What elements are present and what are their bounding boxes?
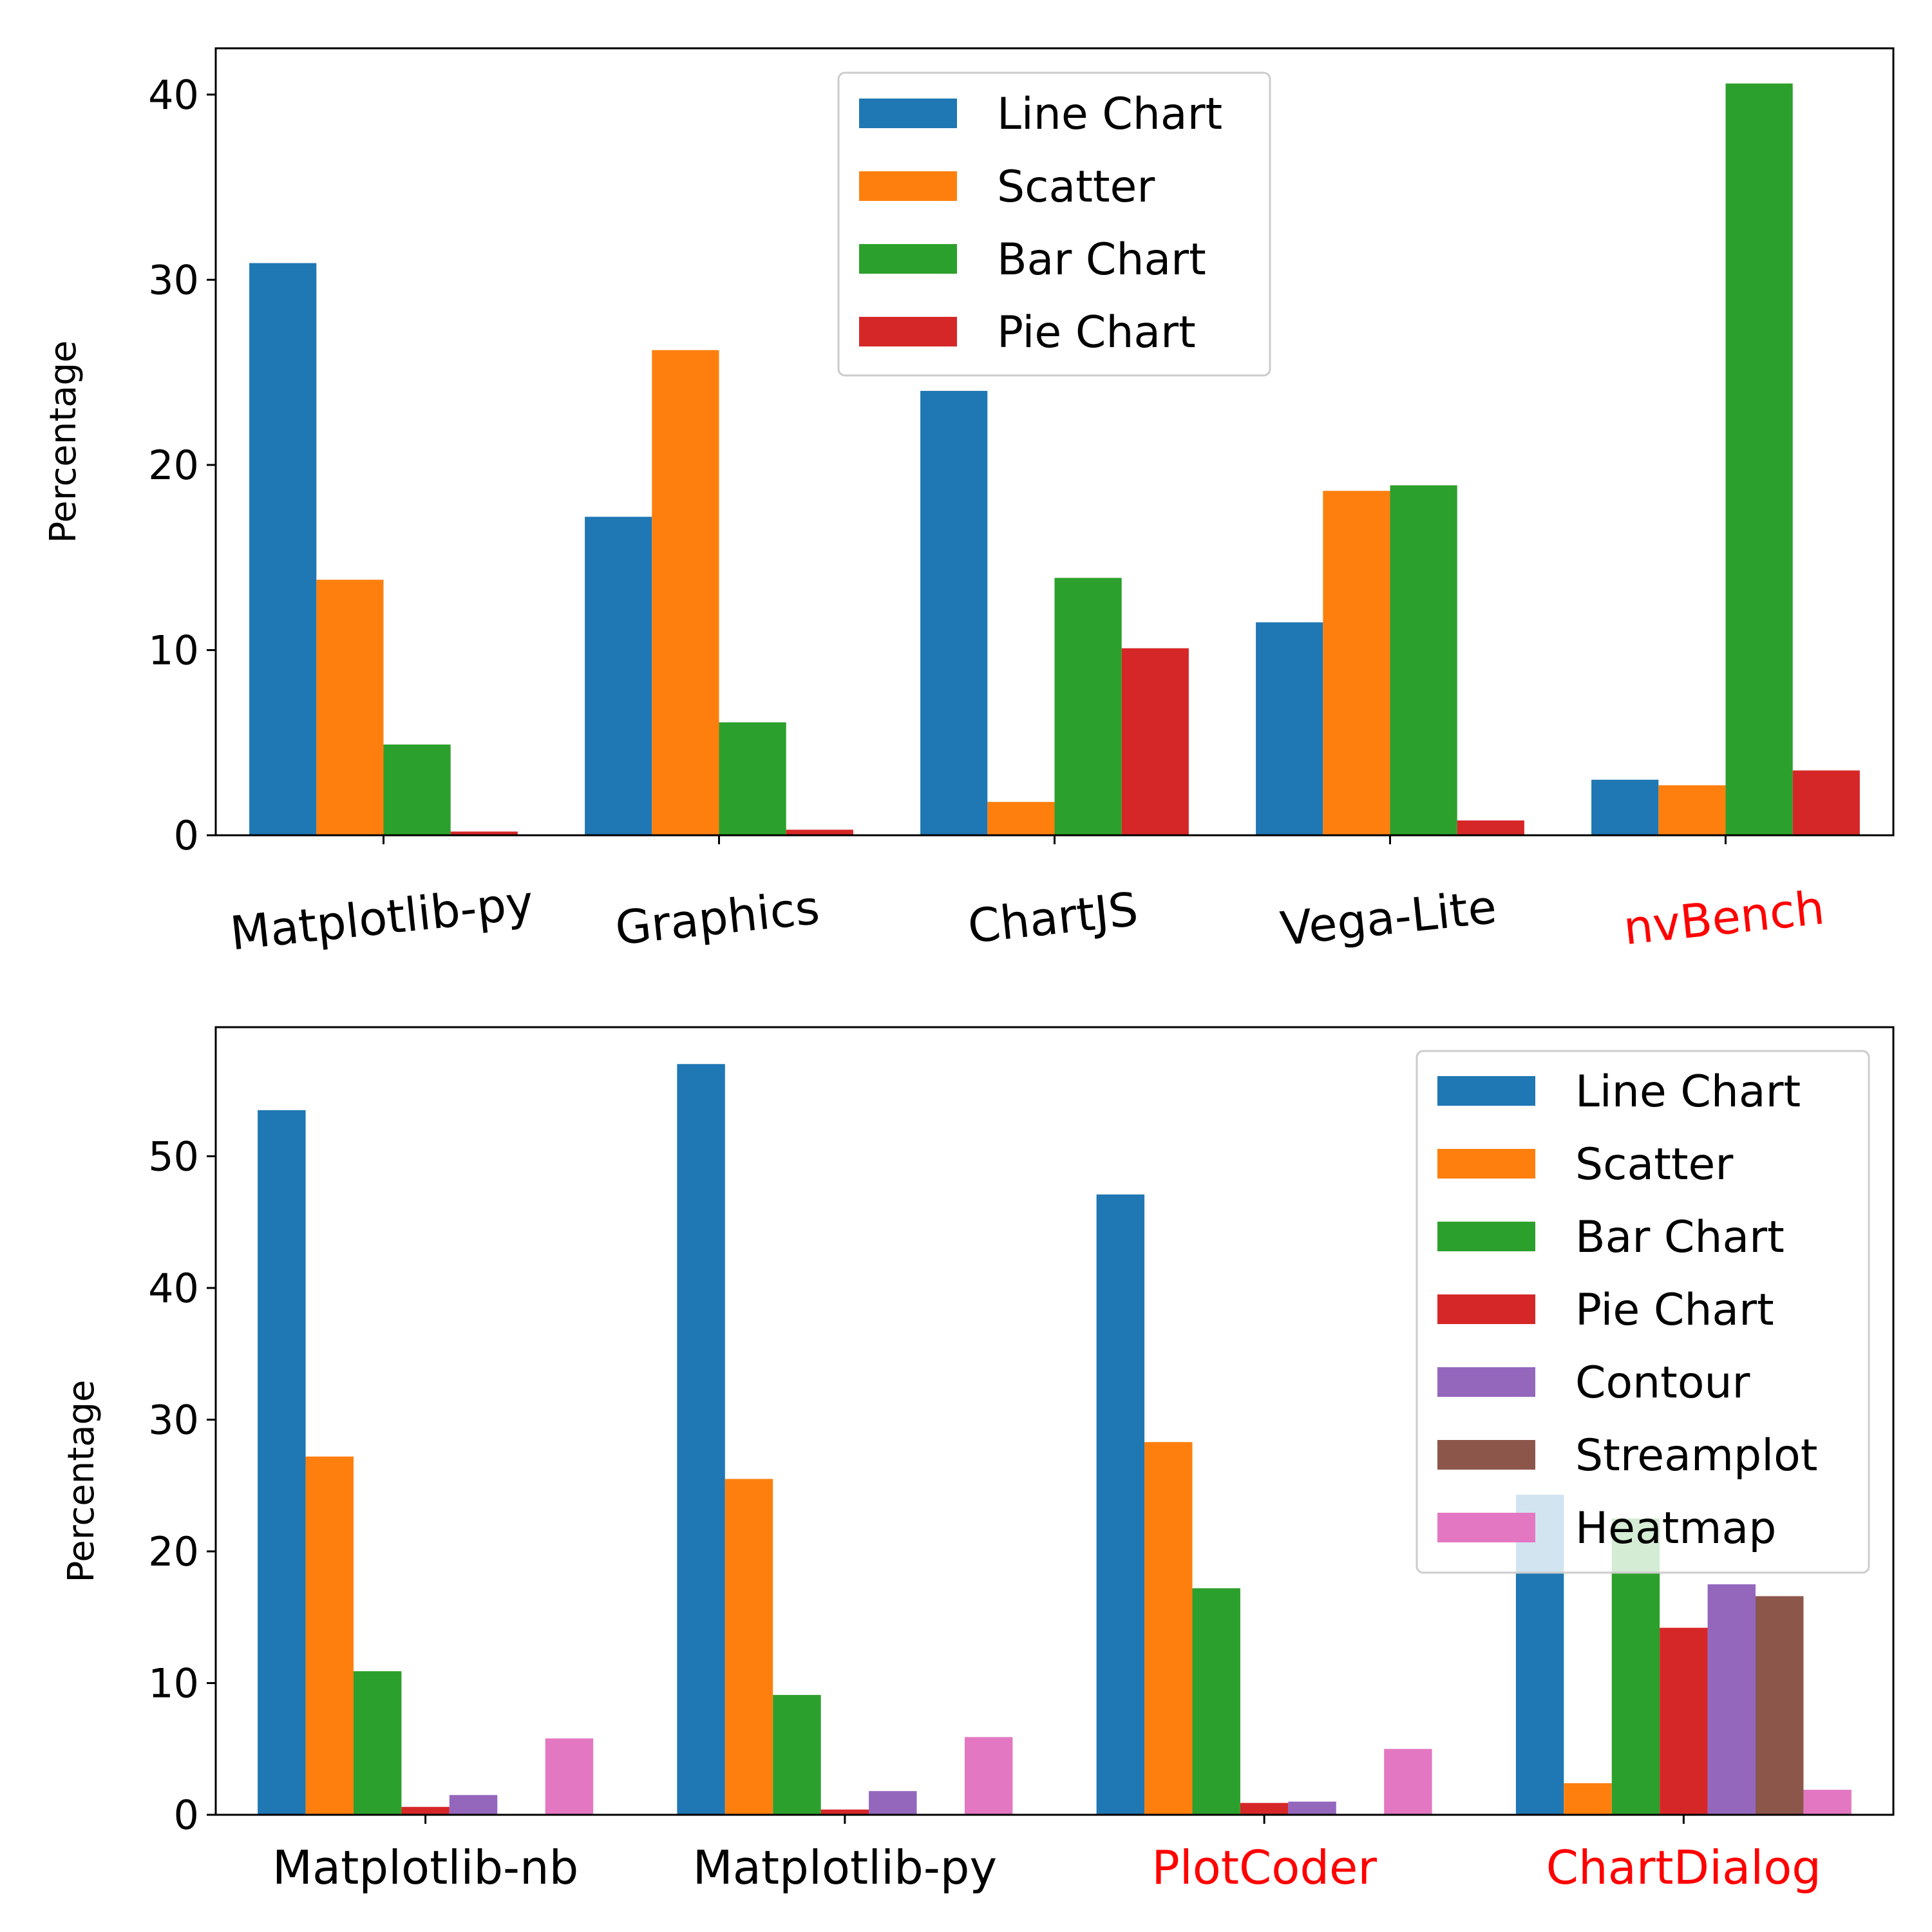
legend-label-pie-chart: Pie Chart: [1575, 1285, 1774, 1336]
bar-scatter-matplotlib-py: [724, 1479, 773, 1815]
y-tick-label: 40: [148, 71, 199, 118]
bar-contour-matplotlib-nb: [449, 1795, 498, 1815]
legend-swatch-pie-chart: [859, 317, 957, 346]
legend-label-line-chart: Line Chart: [997, 89, 1222, 140]
bar-bar-chart-graphics: [719, 722, 786, 835]
legend-box: [837, 71, 1271, 377]
x-category-label-matplotlib-nb: Matplotlib-nb: [272, 1841, 579, 1895]
bar-line-chart-matplotlib-nb: [258, 1110, 306, 1815]
bar-streamplot-chartdialog: [1756, 1596, 1804, 1815]
bar-bar-chart-plotcoder: [1192, 1588, 1240, 1815]
bar-bar-chart-vega-lite: [1390, 485, 1457, 835]
legend-swatch-bar-chart: [1437, 1222, 1535, 1251]
bar-heatmap-chartdialog: [1803, 1790, 1852, 1815]
y-tick-label: 30: [148, 1396, 199, 1443]
bar-bar-chart-chartjs: [1054, 578, 1122, 835]
y-axis-label: Percentage: [61, 1379, 102, 1582]
legend-label-scatter: Scatter: [997, 162, 1155, 213]
bar-scatter-chartjs: [987, 802, 1055, 835]
legend-label-bar-chart: Bar Chart: [1575, 1212, 1785, 1263]
legend-swatch-contour: [1437, 1367, 1535, 1397]
bar-line-chart-matplotlib-py: [249, 263, 317, 835]
bar-heatmap-plotcoder: [1384, 1748, 1432, 1815]
legend-swatch-line-chart: [859, 99, 957, 128]
bar-line-chart-chartjs: [920, 390, 988, 835]
legend-swatch-heatmap: [1437, 1513, 1535, 1542]
y-tick-label: 10: [148, 627, 199, 674]
legend-swatch-line-chart: [1437, 1076, 1535, 1106]
bar-scatter-chartdialog: [1564, 1783, 1612, 1815]
bar-bar-chart-matplotlib-nb: [353, 1671, 402, 1815]
bar-line-chart-graphics: [585, 516, 652, 835]
legend-swatch-streamplot: [1437, 1440, 1535, 1470]
bar-scatter-graphics: [652, 350, 719, 835]
bar-pie-chart-chartjs: [1121, 648, 1189, 835]
legend-swatch-pie-chart: [1437, 1294, 1535, 1324]
legend-label-line-chart: Line Chart: [1575, 1066, 1801, 1117]
bar-pie-chart-nvbench: [1792, 770, 1860, 835]
bottom-chart-panel: 0 10 20 30 40 50 Percentage Matplotlib-nb Matplo…: [61, 1026, 1895, 1895]
bar-pie-chart-vega-lite: [1457, 820, 1524, 835]
bar-line-chart-plotcoder: [1096, 1194, 1145, 1815]
legend-label-streamplot: Streamplot: [1575, 1430, 1817, 1481]
legend-swatch-scatter: [859, 171, 957, 201]
y-tick-label: 0: [174, 812, 199, 859]
bar-pie-chart-matplotlib-nb: [401, 1806, 450, 1815]
bar-contour-chartdialog: [1707, 1584, 1756, 1815]
legend-label-bar-chart: Bar Chart: [997, 234, 1206, 285]
bar-pie-chart-graphics: [786, 829, 853, 835]
bar-scatter-nvbench: [1658, 785, 1726, 835]
legend-swatch-bar-chart: [859, 244, 957, 274]
bar-contour-plotcoder: [1288, 1801, 1336, 1815]
y-tick-label: 50: [148, 1133, 199, 1180]
y-tick-label: 10: [148, 1660, 199, 1707]
bar-line-chart-vega-lite: [1256, 622, 1323, 835]
bar-scatter-matplotlib-py: [316, 580, 384, 835]
bar-scatter-vega-lite: [1323, 491, 1390, 835]
bar-bar-chart-nvbench: [1725, 83, 1793, 835]
bar-pie-chart-plotcoder: [1240, 1803, 1289, 1815]
y-tick-label: 30: [148, 256, 199, 303]
legend-label-scatter: Scatter: [1575, 1139, 1733, 1190]
plot-frame: [214, 1026, 1895, 1816]
y-tick-label: 20: [148, 442, 199, 489]
bar-pie-chart-matplotlib-py: [450, 831, 518, 835]
legend-label-heatmap: Heatmap: [1575, 1503, 1776, 1554]
legend-swatch-scatter: [1437, 1149, 1535, 1179]
bar-pie-chart-chartdialog: [1660, 1627, 1708, 1815]
y-tick-label: 0: [174, 1792, 199, 1839]
x-category-label-chartdialog: ChartDialog: [1546, 1841, 1821, 1895]
legend-label-contour: Contour: [1575, 1358, 1750, 1408]
bar-bar-chart-matplotlib-py: [383, 744, 451, 835]
bar-heatmap-matplotlib-py: [964, 1737, 1013, 1815]
bar-contour-matplotlib-py: [869, 1791, 917, 1815]
x-category-label-plotcoder: PlotCoder: [1151, 1841, 1377, 1895]
y-tick-label: 20: [148, 1528, 199, 1575]
legend-label-pie-chart: Pie Chart: [997, 307, 1196, 358]
bar-bar-chart-matplotlib-py: [773, 1694, 821, 1815]
bar-heatmap-matplotlib-nb: [545, 1738, 594, 1815]
y-tick-label: 40: [148, 1265, 199, 1312]
bar-line-chart-nvbench: [1591, 779, 1659, 835]
bar-scatter-matplotlib-nb: [305, 1456, 354, 1815]
bar-pie-chart-matplotlib-py: [820, 1809, 869, 1815]
y-axis-label: Percentage: [43, 340, 84, 543]
bar-scatter-plotcoder: [1144, 1442, 1193, 1815]
bar-line-chart-matplotlib-py: [677, 1064, 725, 1815]
x-category-label-matplotlib-py: Matplotlib-py: [693, 1841, 997, 1895]
